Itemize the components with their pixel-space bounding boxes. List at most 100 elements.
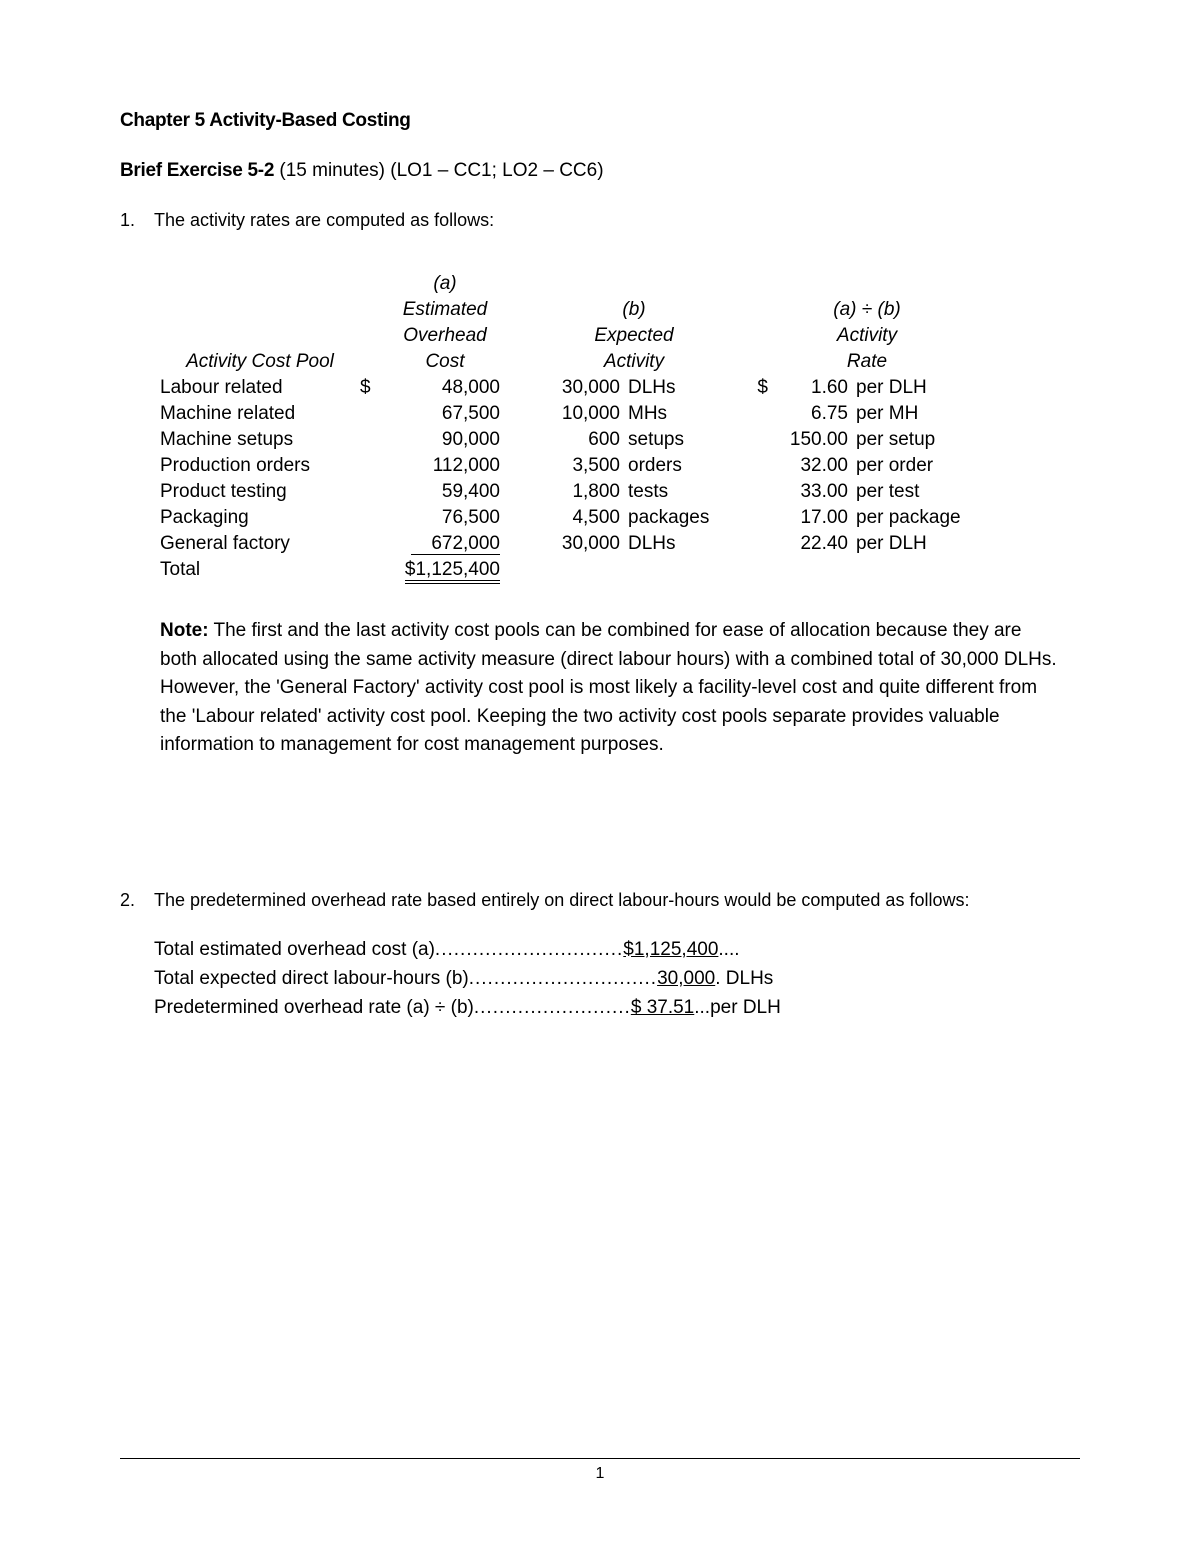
cell-cost: 48,000 [390, 375, 500, 401]
hdr-b: (b) [530, 297, 738, 323]
cell-activity-unit: MHs [620, 401, 738, 427]
cell-activity-num: 30,000 [530, 531, 620, 557]
calc-dots: .............................. [469, 964, 657, 993]
hdr-a: (a) [390, 271, 500, 297]
cell-rate-currency [738, 531, 768, 557]
cell-activity-unit: orders [620, 453, 738, 479]
cell-currency [360, 505, 390, 531]
cell-per: per DLH [848, 531, 996, 557]
table-row: Product testing 59,400 1,800tests 33.00per … [160, 479, 996, 505]
cell-activity-unit: setups [620, 427, 738, 453]
cell-currency [360, 531, 390, 557]
cell-rate-currency [738, 479, 768, 505]
question-2-number: 2. [120, 890, 154, 1023]
cell-per: per package [848, 505, 996, 531]
cell-rate-currency [738, 427, 768, 453]
table-row: Machine setups90,000600setups150.00per s… [160, 427, 996, 453]
exercise-line: Brief Exercise 5-2 (15 minutes) (LO1 – C… [120, 160, 1080, 182]
cell-pool: Machine related [160, 401, 360, 427]
cell-activity-unit: packages [620, 505, 738, 531]
cell-pool: Machine setups [160, 427, 360, 453]
cell-rate: 22.40 [768, 531, 848, 557]
calc-label: Total estimated overhead cost (a) [154, 935, 435, 964]
cell-per: per order [848, 453, 996, 479]
calc-label: Predetermined overhead rate (a) ÷ (b) [154, 993, 474, 1022]
calc-dots: .............................. [435, 935, 623, 964]
calc-label: Total expected direct labour-hours (b) [154, 964, 469, 993]
hdr-expected: Expected [530, 323, 738, 349]
question-1-text: The activity rates are computed as follo… [154, 210, 1080, 231]
total-label: Total [160, 557, 360, 583]
table-row: General factory 672,000 30,000DLHs 22.40per… [160, 531, 996, 557]
page-footer: 1 [120, 1458, 1080, 1483]
cell-currency: $ [360, 375, 390, 401]
exercise-detail: (15 minutes) (LO1 – CC1; LO2 – CC6) [274, 160, 603, 181]
cell-rate: 33.00 [768, 479, 848, 505]
cell-currency [360, 427, 390, 453]
cell-rate: 1.60 [768, 375, 848, 401]
cell-pool: Product testing [160, 479, 360, 505]
cell-pool: Packaging [160, 505, 360, 531]
cell-rate-currency [738, 505, 768, 531]
cell-rate-currency [738, 453, 768, 479]
table-row: Labour related$48,00030,000DLHs$1.60per … [160, 375, 996, 401]
chapter-title: Chapter 5 Activity-Based Costing [120, 110, 1080, 132]
calc-row: Total estimated overhead cost (a).......… [154, 935, 1080, 964]
hdr-estimated: Estimated [390, 297, 500, 323]
question-1: 1. The activity rates are computed as fo… [120, 210, 1080, 231]
calc-row: Predetermined overhead rate (a) ÷ (b)...… [154, 993, 1080, 1022]
cell-pool: Production orders [160, 453, 360, 479]
cell-currency [360, 453, 390, 479]
table-row: Packaging 76,500 4,500packages 17.00per pac… [160, 505, 996, 531]
calc-row: Total expected direct labour-hours (b)..… [154, 964, 1080, 993]
cell-currency [360, 401, 390, 427]
cell-per: per MH [848, 401, 996, 427]
cell-cost: 672,000 [390, 531, 500, 557]
cell-rate-currency [738, 401, 768, 427]
total-value: $1,125,400 [390, 557, 500, 583]
note-block: Note: The first and the last activity co… [160, 617, 1060, 760]
cell-cost: 90,000 [390, 427, 500, 453]
question-2: 2. The predetermined overhead rate based… [120, 890, 1080, 1023]
exercise-label: Brief Exercise 5-2 [120, 160, 274, 181]
cell-activity-unit: DLHs [620, 375, 738, 401]
cell-cost: 112,000 [390, 453, 500, 479]
hdr-adivb: (a) ÷ (b) [738, 297, 996, 323]
cell-rate: 150.00 [768, 427, 848, 453]
page: Chapter 5 Activity-Based Costing Brief E… [0, 0, 1200, 1553]
cell-rate: 32.00 [768, 453, 848, 479]
calc-value: 30,000. DLHs [657, 964, 773, 993]
table-row: Machine related67,50010,000MHs6.75per MH [160, 401, 996, 427]
cell-activity-num: 4,500 [530, 505, 620, 531]
hdr-overhead: Overhead [390, 323, 500, 349]
cell-cost: 59,400 [390, 479, 500, 505]
cell-pool: Labour related [160, 375, 360, 401]
footer-rule [120, 1458, 1080, 1459]
cell-activity-unit: DLHs [620, 531, 738, 557]
hdr-cost: Cost [390, 349, 500, 375]
note-label: Note: [160, 620, 209, 641]
cell-rate-currency: $ [738, 375, 768, 401]
cell-pool: General factory [160, 531, 360, 557]
cell-activity-num: 1,800 [530, 479, 620, 505]
cell-activity-num: 3,500 [530, 453, 620, 479]
cell-cost: 76,500 [390, 505, 500, 531]
q2-calculation: Total estimated overhead cost (a).......… [154, 935, 1080, 1023]
question-2-text: The predetermined overhead rate based en… [154, 890, 1080, 911]
cell-per: per setup [848, 427, 996, 453]
cell-activity-unit: tests [620, 479, 738, 505]
hdr-act: Activity [530, 349, 738, 375]
cell-rate: 17.00 [768, 505, 848, 531]
cell-activity-num: 10,000 [530, 401, 620, 427]
calc-value: $1,125,400.... [623, 935, 739, 964]
calc-value: $ 37.51...per DLH [631, 993, 781, 1022]
note-text: The first and the last activity cost poo… [160, 620, 1057, 755]
cell-activity-num: 30,000 [530, 375, 620, 401]
cell-per: per test [848, 479, 996, 505]
table-row: Production orders 112,000 3,500orders 32.00… [160, 453, 996, 479]
question-1-number: 1. [120, 210, 154, 231]
page-number: 1 [120, 1465, 1080, 1483]
cell-cost: 67,500 [390, 401, 500, 427]
calc-dots: ......................... [474, 993, 631, 1022]
hdr-activity: Activity [738, 323, 996, 349]
